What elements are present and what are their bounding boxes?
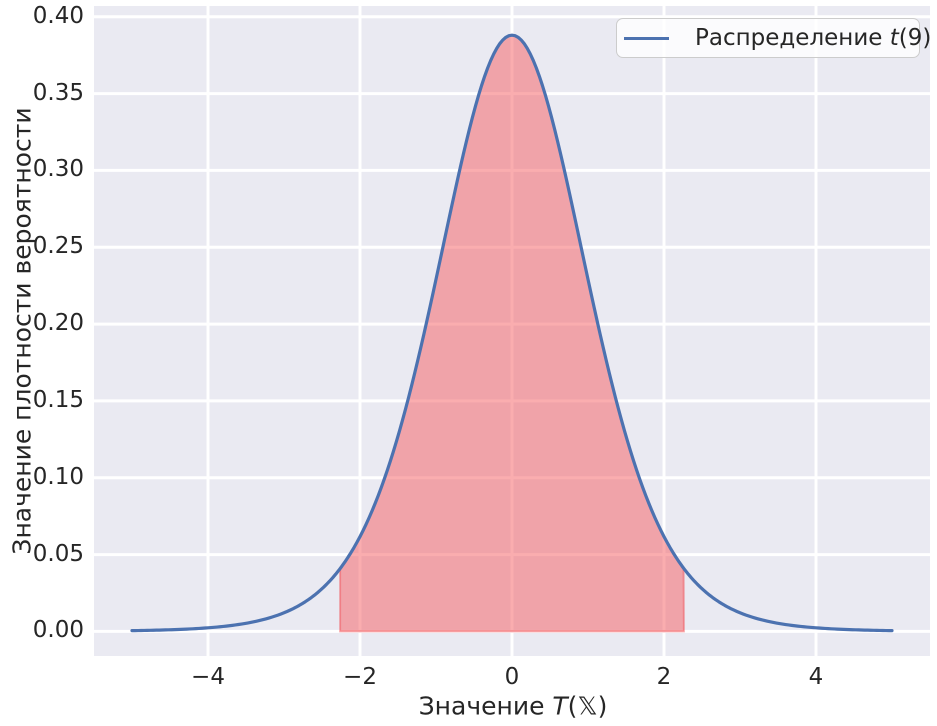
y-tick-label: 0.05 <box>32 540 84 567</box>
shaded-region-fill <box>339 34 685 633</box>
legend-label-suffix: (9) <box>898 25 932 51</box>
y-tick-label: 0.40 <box>32 2 84 29</box>
y-tick-label: 0.20 <box>32 310 84 337</box>
x-axis-label-paren-open: ( <box>567 691 578 721</box>
plot-canvas <box>94 6 930 656</box>
y-tick-label: 0.00 <box>32 617 84 644</box>
x-tick-label: −2 <box>343 664 377 690</box>
y-tick-label: 0.35 <box>32 79 84 106</box>
x-axis-label-text: Значение <box>418 691 553 721</box>
x-tick-label: −4 <box>191 664 225 690</box>
y-tick-label: 0.15 <box>32 386 84 413</box>
x-axis-label: Значение T(𝕏) <box>419 692 608 721</box>
x-axis-label-paren-close: ) <box>597 691 608 721</box>
legend: Распределение t(9) <box>616 18 931 58</box>
legend-label-text: Распределение <box>695 25 890 51</box>
x-tick-label: 4 <box>808 664 824 690</box>
x-tick-label: 0 <box>504 664 520 690</box>
legend-label-variable: t <box>889 25 899 51</box>
y-tick-label: 0.30 <box>32 156 84 183</box>
x-axis-label-variable: T <box>552 691 568 721</box>
y-tick-label: 0.25 <box>32 233 84 260</box>
plot-area <box>94 6 930 656</box>
t-distribution-curve <box>130 33 894 633</box>
legend-line-sample <box>624 36 669 40</box>
legend-label: Распределение t(9) <box>695 25 931 51</box>
y-tick-label: 0.10 <box>32 463 84 490</box>
x-tick-label: 2 <box>656 664 672 690</box>
x-axis-label-set-symbol: 𝕏 <box>577 691 598 721</box>
y-axis-label: Значение плотности вероятности <box>7 107 37 555</box>
